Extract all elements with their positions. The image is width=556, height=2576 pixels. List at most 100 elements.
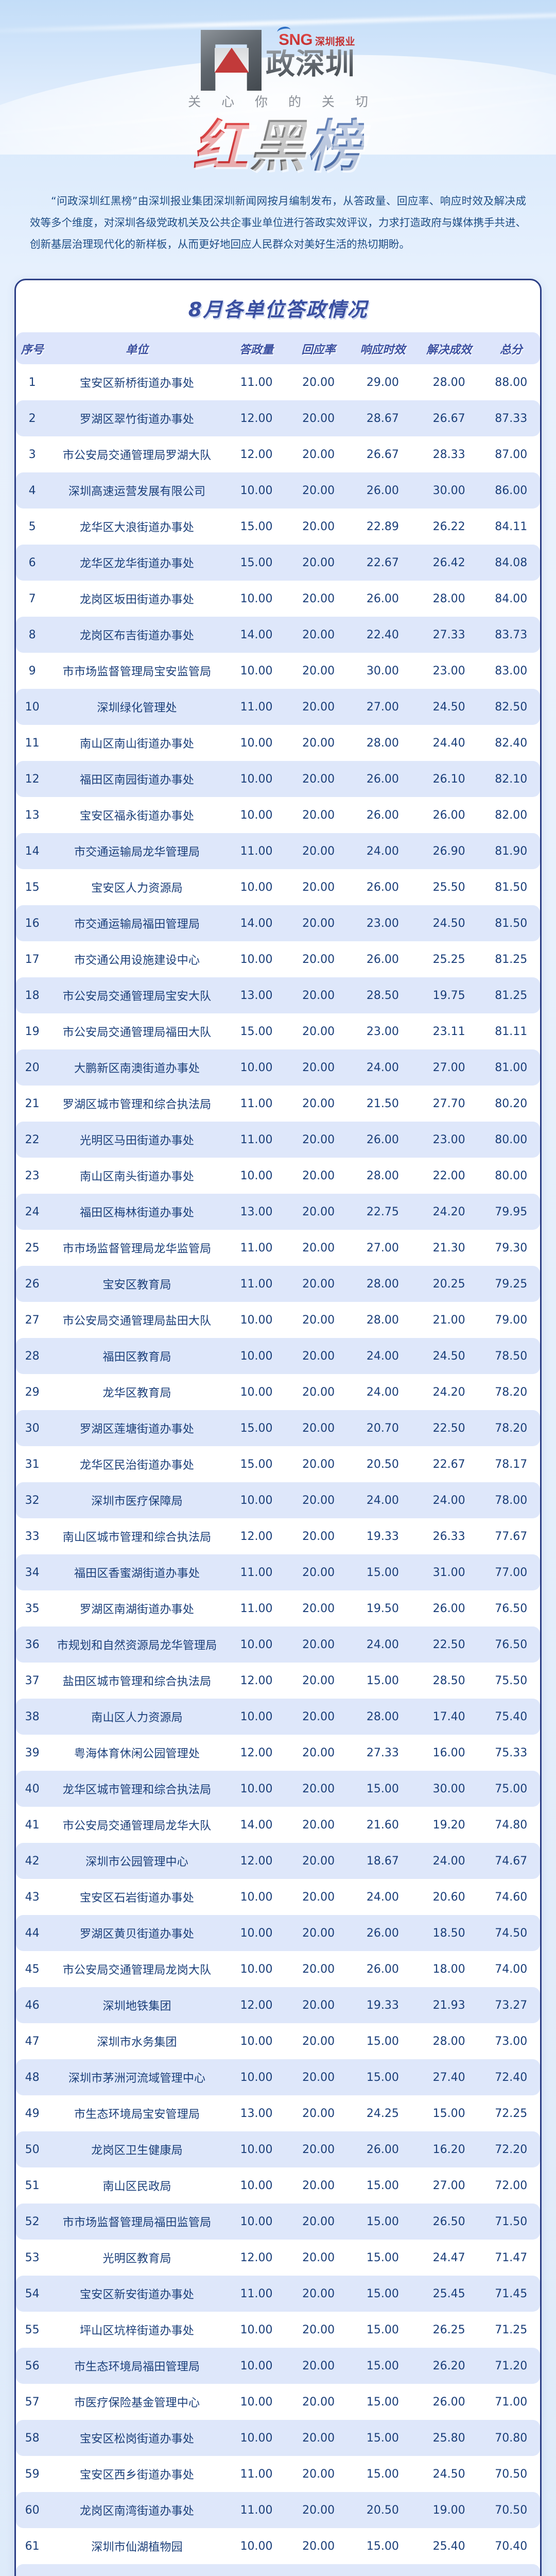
row-volume: 10.00 [225, 1915, 288, 1952]
row-response-rate: 20.00 [287, 1915, 350, 1952]
row-response-rate: 20.00 [287, 2492, 350, 2529]
row-timeliness: 26.00 [349, 1915, 416, 1952]
row-timeliness: 27.33 [366, 1746, 399, 1759]
table-row: 28 福田区教育局 10.00 20.00 24.00 24.50 78.50 [16, 1338, 540, 1375]
row-volume: 10.00 [240, 953, 273, 966]
row-timeliness: 28.00 [349, 1699, 416, 1735]
row-effectiveness: 24.20 [415, 1194, 482, 1230]
row-timeliness: 22.40 [349, 617, 416, 653]
row-volume: 11.00 [240, 1602, 273, 1615]
table-row: 18 市公安局交通管理局宝安大队 13.00 20.00 28.50 19.75 81.25 [16, 977, 540, 1014]
row-unit: 市生态环境局福田管理局 [48, 2348, 225, 2384]
row-total: 80.00 [495, 1169, 528, 1182]
row-total: 74.67 [482, 1843, 540, 1879]
row-timeliness: 22.67 [349, 545, 416, 581]
title-char-hong: 红 [192, 114, 250, 179]
row-effectiveness: 25.40 [432, 2539, 465, 2553]
row-volume: 14.00 [225, 617, 288, 653]
row-index: 50 [16, 2131, 49, 2168]
row-response-rate: 20.00 [287, 761, 350, 798]
table-row: 2 罗湖区翠竹街道办事处 12.00 20.00 28.67 26.67 87.33 [16, 400, 540, 437]
row-timeliness: 15.00 [366, 2251, 399, 2264]
row-response-rate: 20.00 [302, 2323, 335, 2336]
row-unit: 市公安局交通管理局福田大队 [62, 1026, 212, 1040]
table-row: 4 深圳高速运营发展有限公司 10.00 20.00 26.00 30.00 86.00 [16, 472, 540, 509]
row-index: 28 [16, 1338, 49, 1375]
row-response-rate: 20.00 [302, 1746, 335, 1759]
title-char-hei: 黑 [249, 114, 307, 179]
table-row: 33 南山区城市管理和综合执法局 12.00 20.00 19.33 26.33 77.67 [16, 1518, 540, 1554]
row-timeliness: 21.60 [366, 1818, 399, 1832]
row-response-rate: 20.00 [302, 1241, 335, 1255]
row-index: 14 [16, 833, 49, 870]
row-response-rate: 20.00 [302, 1674, 335, 1687]
table-header: 序号 单位 答政量 回应率 响应时效 解决成效 总分 [16, 332, 540, 365]
row-volume: 10.00 [240, 1385, 273, 1399]
row-unit: 宝安区福永街道办事处 [80, 810, 195, 823]
row-total: 71.47 [495, 2251, 528, 2264]
brand-tagline: 关 心 你 的 关 切 [188, 94, 376, 109]
row-effectiveness: 26.42 [415, 545, 482, 581]
row-index: 7 [28, 592, 36, 605]
row-total: 82.10 [482, 761, 540, 798]
row-total: 75.50 [495, 1674, 528, 1687]
table-row: 51 南山区民政局 10.00 20.00 15.00 27.00 72.00 [16, 2167, 540, 2204]
row-unit: 坪山区坑梓街道办事处 [80, 2325, 195, 2338]
col-header-total: 总分 [482, 332, 540, 365]
row-total: 84.08 [482, 545, 540, 581]
row-timeliness: 15.00 [349, 2348, 416, 2384]
row-volume: 11.00 [225, 2276, 288, 2312]
table-row: 32 深圳市医疗保障局 10.00 20.00 24.00 24.00 78.00 [16, 1482, 540, 1519]
row-response-rate: 20.00 [302, 1458, 335, 1471]
row-index: 38 [16, 1699, 49, 1735]
row-timeliness: 24.00 [349, 1049, 416, 1086]
row-unit: 罗湖区莲塘街道办事处 [48, 1410, 225, 1447]
row-effectiveness: 24.20 [432, 1385, 465, 1399]
row-volume: 10.00 [225, 1049, 288, 1086]
row-response-rate: 20.00 [302, 2107, 335, 2120]
table-row: 30 罗湖区莲塘街道办事处 15.00 20.00 20.70 22.50 78.20 [16, 1410, 540, 1447]
row-unit: 光明区马田街道办事处 [48, 1122, 225, 1158]
row-unit: 宝安区西乡街道办事处 [80, 2469, 195, 2482]
row-index: 49 [25, 2107, 40, 2120]
row-total: 70.80 [482, 2420, 540, 2456]
row-volume: 15.00 [240, 520, 273, 533]
row-effectiveness: 16.20 [415, 2131, 482, 2168]
row-index: 57 [25, 2395, 40, 2409]
row-volume: 11.00 [240, 376, 273, 389]
col-header-timeliness: 响应时效 [349, 332, 416, 365]
row-unit: 南山区招商街道办事处 [48, 2564, 225, 2576]
row-index: 61 [25, 2539, 40, 2553]
row-effectiveness: 19.20 [432, 1818, 465, 1832]
page-title: 红黑榜 [0, 117, 556, 176]
row-total: 81.90 [482, 833, 540, 870]
row-unit: 市公安局交通管理局龙岗大队 [62, 1964, 212, 1977]
row-response-rate: 20.00 [302, 520, 335, 533]
table-row: 52 市市场监督管理局福田监管局 10.00 20.00 15.00 26.50 71.50 [16, 2204, 540, 2240]
table-row: 60 龙岗区南湾街道办事处 11.00 20.00 20.50 19.00 70.50 [16, 2492, 540, 2529]
row-timeliness: 18.67 [349, 1843, 416, 1879]
row-response-rate: 20.00 [287, 833, 350, 870]
row-volume: 15.00 [225, 1410, 288, 1447]
row-effectiveness: 27.33 [415, 617, 482, 653]
row-volume: 10.00 [225, 1771, 288, 1807]
row-effectiveness: 24.50 [432, 2467, 465, 2481]
row-total: 82.50 [482, 689, 540, 725]
row-response-rate: 20.00 [287, 2348, 350, 2384]
row-total: 70.50 [482, 2492, 540, 2529]
row-effectiveness: 28.00 [432, 376, 465, 389]
row-timeliness: 15.00 [366, 1674, 399, 1687]
row-total: 72.25 [495, 2107, 528, 2120]
row-volume: 10.00 [225, 2564, 288, 2576]
table-row: 36 市规划和自然资源局龙华管理局 10.00 20.00 24.00 22.50 76.5… [16, 1626, 540, 1663]
row-timeliness: 15.00 [366, 2179, 399, 2192]
table-row: 7 龙岗区坂田街道办事处 10.00 20.00 26.00 28.00 84.00 [16, 581, 540, 617]
table-row: 47 深圳市水务集团 10.00 20.00 15.00 28.00 73.00 [16, 2023, 540, 2059]
row-response-rate: 20.00 [302, 808, 335, 822]
row-total: 71.00 [495, 2395, 528, 2409]
row-timeliness: 19.33 [349, 1987, 416, 2024]
col-header-index: 序号 [16, 332, 49, 365]
row-unit: 罗湖区南湖街道办事处 [80, 1603, 195, 1617]
table-row: 54 宝安区新安街道办事处 11.00 20.00 15.00 25.45 71.45 [16, 2276, 540, 2312]
